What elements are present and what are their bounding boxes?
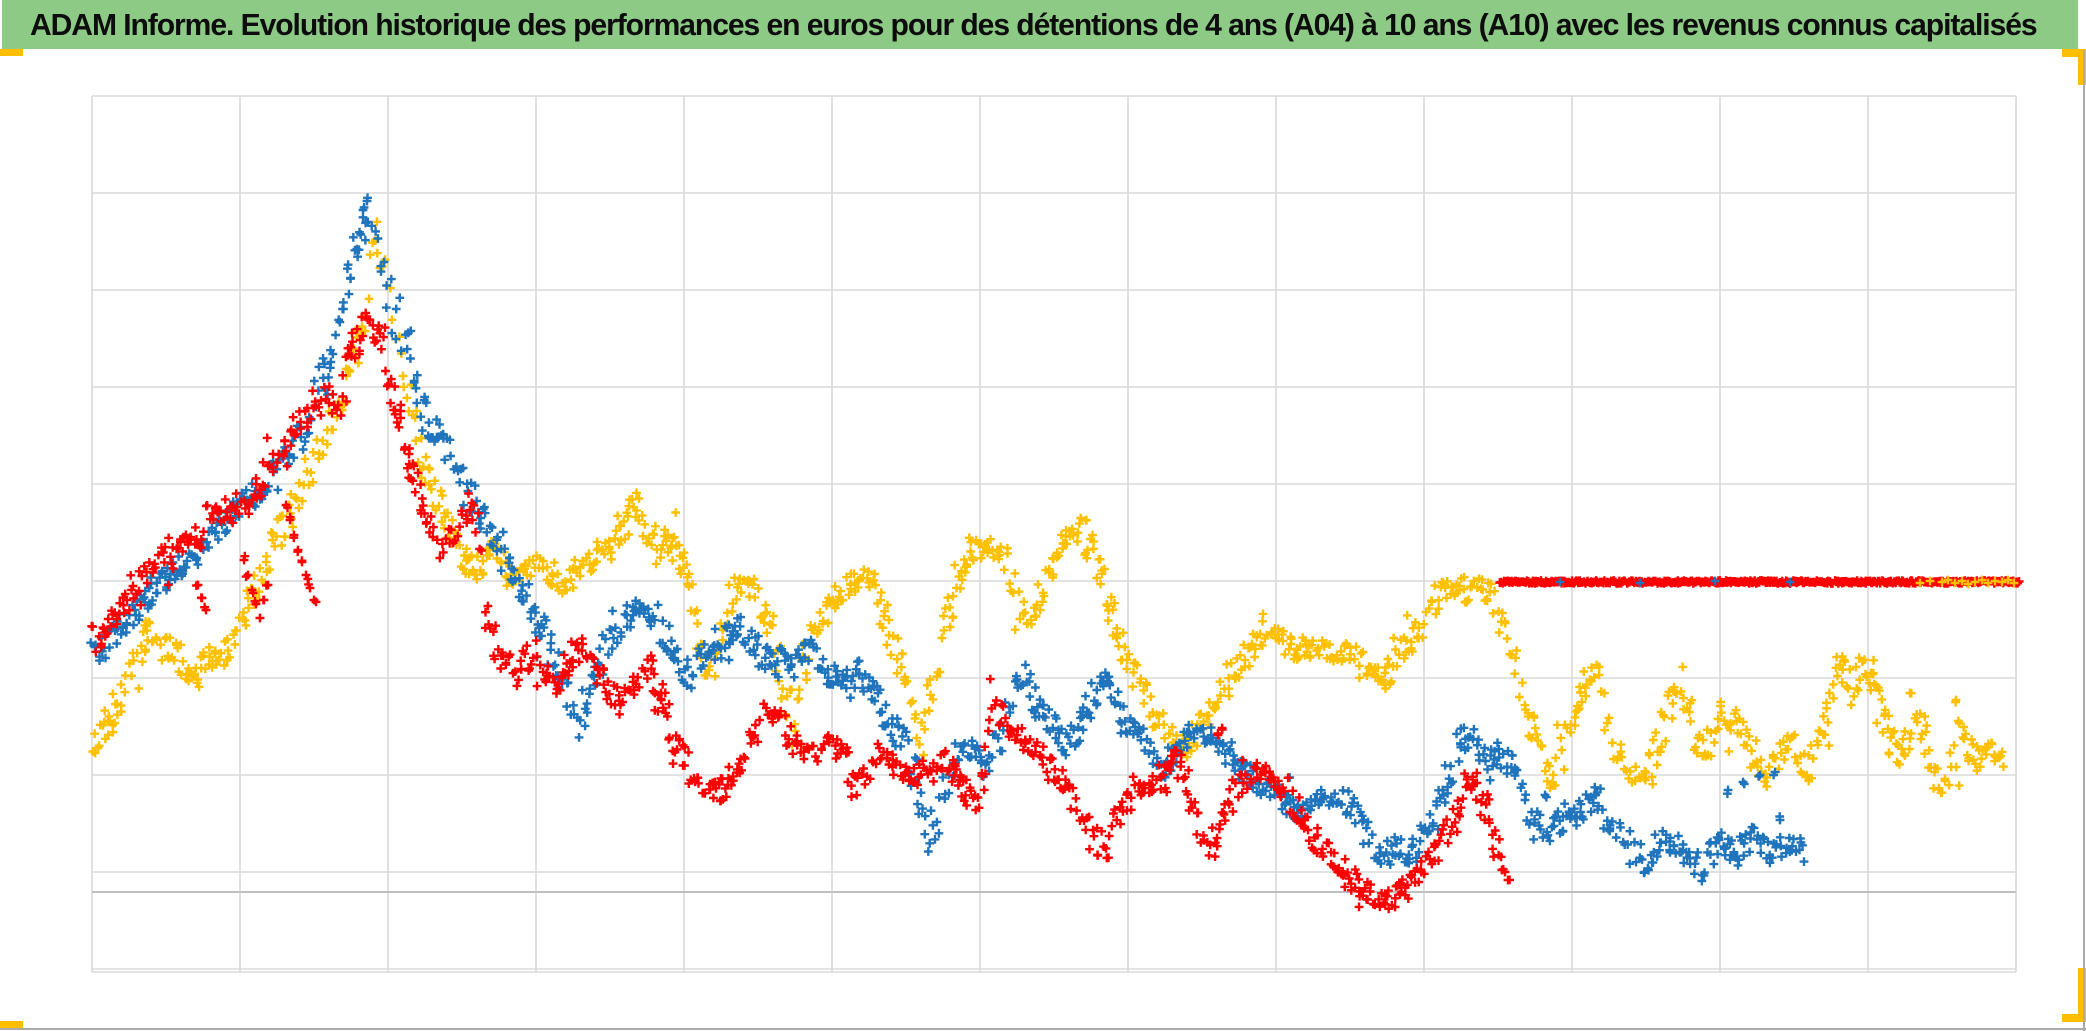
series-overlay-0 — [1915, 575, 2019, 589]
series-cloud-1 — [86, 193, 1809, 886]
print-area-corner-bottom-right-h[interactable] — [2062, 1014, 2086, 1022]
page-title: ADAM Informe. Evolution historique des p… — [30, 6, 2038, 42]
selection-handle-top-left[interactable] — [0, 49, 23, 56]
print-area-corner-top-right-v[interactable] — [2078, 49, 2086, 85]
print-area-corner-bottom-right-v[interactable] — [2078, 968, 2086, 1022]
selection-handle-bottom-left[interactable] — [0, 1021, 23, 1029]
chart-series — [86, 193, 2024, 914]
series-overlay-1 — [1555, 576, 1795, 588]
print-area-corner-top-right-h[interactable] — [2062, 49, 2086, 57]
title-bar: ADAM Informe. Evolution historique des p… — [2, 0, 2078, 49]
series-cloud-2 — [87, 308, 2024, 914]
window-right-border — [2083, 50, 2085, 1031]
series-cloud-0 — [88, 217, 2008, 798]
window-bottom-border — [0, 1028, 2086, 1030]
